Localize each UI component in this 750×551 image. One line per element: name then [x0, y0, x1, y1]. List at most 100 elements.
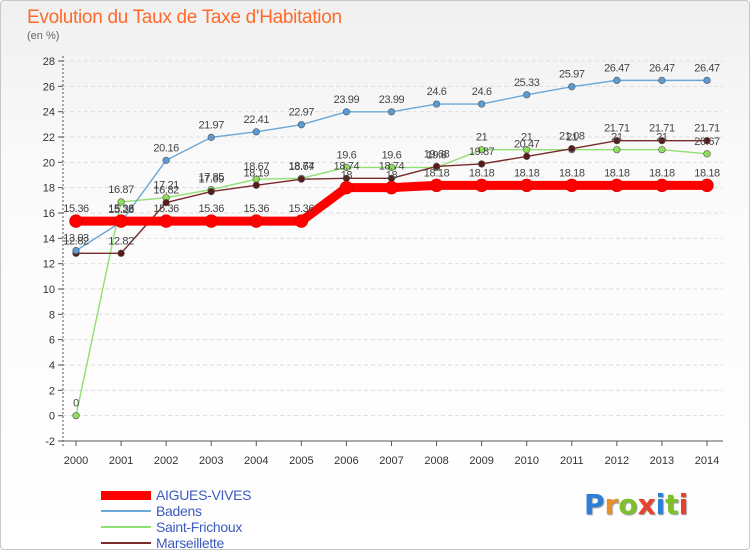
- data-point: [297, 121, 305, 129]
- logo-letter: o: [618, 488, 638, 521]
- data-label: 18: [386, 170, 398, 182]
- x-tick-label: 2005: [289, 455, 313, 467]
- data-label: 17.85: [198, 172, 224, 184]
- data-label: 18.67: [244, 161, 270, 173]
- proxiti-logo: Proxiti: [584, 488, 688, 521]
- data-label: 15.36: [244, 203, 270, 215]
- legend-swatch-saint-frichoux: [101, 526, 151, 528]
- x-tick-label: 2002: [154, 455, 178, 467]
- data-label: 15.36: [198, 203, 224, 215]
- x-tick-label: 2000: [64, 455, 88, 467]
- x-tick-label: 2006: [334, 455, 358, 467]
- data-point: [613, 137, 621, 145]
- data-point: [432, 100, 441, 108]
- data-label: 26.47: [604, 62, 630, 74]
- data-point: [252, 128, 260, 136]
- y-tick-label: 26: [43, 81, 55, 93]
- data-label: 24.6: [472, 86, 492, 98]
- data-label: 22.41: [244, 114, 270, 126]
- legend-item-saint-frichoux: Saint-Frichoux: [101, 519, 251, 535]
- data-label: 19.87: [469, 146, 495, 158]
- legend-swatch-badens: [101, 510, 151, 512]
- data-point: [162, 199, 170, 207]
- data-labels: 15.36 15.36 15.36 15.36 15.36 15.36 18 18 18.18 1…: [63, 62, 720, 409]
- data-label: 22.97: [289, 107, 315, 119]
- data-label: 15.36: [153, 203, 179, 215]
- y-tick-label: 4: [49, 360, 55, 372]
- logo-letter: i: [678, 488, 689, 521]
- y-tick-label: 6: [49, 335, 55, 347]
- data-label: 21: [656, 132, 668, 144]
- x-tick-label: 2007: [379, 455, 403, 467]
- logo-letter: i: [655, 488, 666, 521]
- y-tick-label: 22: [43, 132, 55, 144]
- data-point: [384, 180, 399, 195]
- data-label: 18: [341, 170, 353, 182]
- data-label: 21.97: [198, 119, 224, 131]
- x-axis-ticks: 2000 2001 2002 2003 2004 2005 2006 2007 2008 2009…: [64, 441, 719, 467]
- y-tick-label: 24: [43, 107, 55, 119]
- data-point: [565, 178, 579, 193]
- data-label: 17.21: [153, 180, 179, 192]
- legend-item-marseillette: Marseillette: [101, 535, 251, 551]
- data-point: [207, 187, 215, 196]
- y-tick-label: 2: [49, 385, 55, 397]
- logo-letter: t: [665, 488, 679, 521]
- data-label: 25.33: [514, 77, 540, 89]
- data-point: [117, 198, 125, 206]
- data-point: [342, 108, 351, 116]
- data-point: [478, 100, 486, 108]
- legend-label-saint-frichoux: Saint-Frichoux: [156, 519, 243, 535]
- logo-letter: x: [637, 488, 656, 521]
- y-tick-label: 18: [43, 183, 55, 195]
- data-label: 15.36: [63, 203, 89, 215]
- data-label: 16.87: [108, 184, 134, 196]
- legend-swatch-marseillette: [101, 542, 151, 544]
- x-tick-label: 2012: [605, 455, 629, 467]
- data-label: 15.36: [289, 203, 315, 215]
- data-point: [117, 249, 125, 257]
- data-point: [114, 214, 128, 228]
- x-tick-label: 2001: [109, 455, 133, 467]
- data-label: 18.18: [559, 167, 585, 179]
- data-point: [700, 178, 714, 193]
- data-point: [387, 108, 396, 116]
- x-tick-label: 2013: [650, 455, 674, 467]
- data-point: [162, 156, 170, 164]
- y-tick-label: 10: [43, 284, 55, 296]
- data-label: 23.99: [334, 94, 360, 106]
- data-label: 21: [521, 132, 533, 144]
- series-points: [69, 76, 714, 420]
- data-label: 23.99: [379, 94, 405, 106]
- y-tick-label: 14: [43, 233, 55, 245]
- data-label: 21: [566, 132, 578, 144]
- y-tick-label: 0: [49, 411, 55, 423]
- data-point: [207, 133, 215, 141]
- data-label: 21.71: [604, 123, 630, 135]
- data-point: [339, 180, 354, 195]
- data-label: 21.71: [694, 123, 720, 135]
- y-tick-label: -2: [45, 436, 55, 448]
- data-label: 13.03: [63, 233, 89, 245]
- data-point: [568, 145, 576, 153]
- data-label: 21: [476, 132, 488, 144]
- data-label: 21.71: [649, 123, 675, 135]
- data-point: [523, 91, 531, 99]
- data-point: [703, 76, 711, 84]
- data-label: 19.6: [427, 149, 447, 161]
- data-label: 12.82: [63, 235, 89, 247]
- data-point: [72, 412, 80, 420]
- x-tick-label: 2010: [514, 455, 538, 467]
- data-label: 21.08: [559, 131, 585, 143]
- logo-letter: P: [584, 488, 605, 521]
- data-point: [72, 247, 80, 255]
- data-label: 26.47: [694, 62, 720, 74]
- data-label: 18.74: [379, 160, 405, 172]
- y-tick-label: 28: [43, 56, 55, 68]
- data-label: 18.67: [289, 161, 315, 173]
- data-label: 19.6: [382, 149, 402, 161]
- x-tick-label: 2009: [469, 455, 493, 467]
- x-tick-label: 2008: [424, 455, 448, 467]
- x-tick-label: 2004: [244, 455, 268, 467]
